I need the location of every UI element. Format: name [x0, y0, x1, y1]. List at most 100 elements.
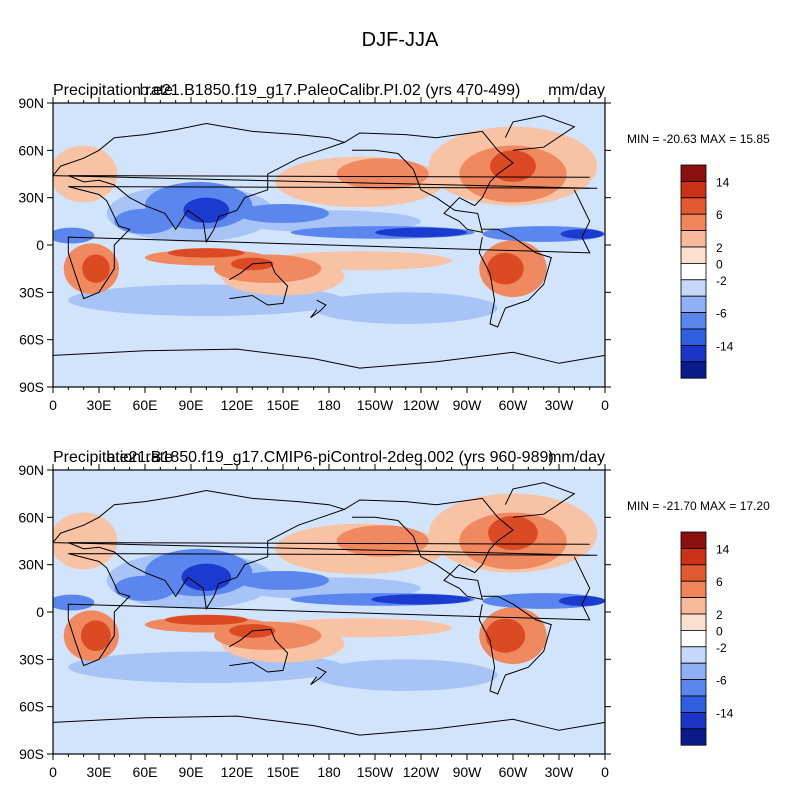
colorbar-tick-label: -2 [716, 274, 727, 288]
contour-region [164, 614, 248, 626]
colorbar-tick-label: -14 [716, 339, 734, 353]
panel-bottom: Precipitation rateb.e21.B1850.f19_g17.CM… [18, 449, 770, 780]
colorbar-box [680, 213, 707, 231]
colorbar-box [680, 564, 707, 582]
coastline [504, 115, 576, 151]
colorbar-tick-label: 0 [716, 257, 723, 271]
panel-min-max-stats: MIN = -20.63 MAX = 15.85 [627, 132, 770, 146]
lon-tick-label: 150W [357, 764, 394, 780]
lat-tick-label: 30S [19, 284, 44, 300]
colorbar-box [680, 613, 707, 631]
panel-min-max-stats: MIN = -21.70 MAX = 17.20 [627, 499, 770, 513]
colorbar-tick-label: -6 [716, 307, 727, 321]
contour-region [336, 525, 429, 557]
lat-tick-label: 90N [18, 95, 44, 111]
colorbar-box [680, 164, 707, 182]
contour-region [53, 227, 95, 244]
coastline [53, 348, 605, 369]
panel-center-title: b.e21.B1850.f19_g17.CMIP6-piControl-2deg… [106, 449, 553, 466]
lon-tick-label: 90W [453, 397, 483, 413]
colorbar-box [680, 695, 707, 713]
lon-tick-label: 120E [221, 397, 254, 413]
lat-tick-label: 90S [19, 746, 44, 762]
colorbar-box [680, 580, 707, 599]
contour-region [560, 229, 604, 239]
lat-tick-label: 60N [18, 142, 44, 158]
lat-tick-label: 60S [19, 699, 44, 715]
lon-tick-label: 60E [133, 764, 158, 780]
colorbar-box [680, 662, 707, 681]
colorbar-tick-label: 6 [716, 575, 723, 589]
colorbar-box [680, 197, 707, 215]
lat-tick-label: 30N [18, 190, 44, 206]
colorbar-box [680, 262, 707, 281]
lon-tick-label: 30E [87, 764, 112, 780]
colorbar-tick-label: -2 [716, 641, 727, 655]
coastline [67, 553, 598, 667]
colorbar-tick-label: 2 [716, 241, 723, 255]
colorbar-box [680, 246, 707, 264]
contour-region [237, 203, 329, 223]
figure-title: DJF-JJA [362, 29, 439, 51]
lon-tick-label: 180 [317, 397, 341, 413]
colorbar-box [680, 728, 707, 746]
contour-region [81, 620, 111, 652]
colorbar-tick-label: 2 [716, 608, 723, 622]
contour-region [313, 659, 498, 691]
contour-region [82, 254, 110, 283]
precip-difference-field [53, 470, 605, 754]
coastline [344, 130, 514, 234]
lat-tick-label: 30S [19, 651, 44, 667]
colorbar-box [680, 361, 707, 379]
coastline [229, 261, 289, 306]
contour-region [485, 618, 526, 653]
lon-tick-label: 60E [133, 397, 158, 413]
contour-region [114, 208, 176, 234]
contour-region [53, 594, 95, 611]
coastline [478, 228, 552, 328]
contour-region [181, 563, 232, 591]
lon-tick-label: 120W [403, 764, 440, 780]
coastline [478, 595, 552, 695]
panel-units: mm/day [548, 82, 605, 99]
contour-region [375, 227, 467, 238]
coastline [310, 666, 327, 686]
colorbar-tick-label: 0 [716, 624, 723, 638]
lon-tick-label: 120W [403, 397, 440, 413]
contour-region [488, 516, 538, 551]
coastline [229, 628, 289, 673]
contour-region [558, 595, 605, 607]
lon-tick-label: 0 [601, 764, 609, 780]
colorbar-tick-label: -14 [716, 706, 734, 720]
lon-tick-label: 0 [601, 397, 609, 413]
coastline [504, 482, 576, 518]
lon-tick-label: 30W [545, 764, 575, 780]
lon-tick-label: 90E [179, 764, 204, 780]
colorbar-box [680, 597, 707, 615]
lon-tick-label: 90W [453, 764, 483, 780]
colorbar-box [680, 548, 707, 566]
colorbar-tick-label: 14 [716, 175, 730, 189]
panel-units: mm/day [548, 449, 605, 466]
panel-left-title: Precipitation rate [53, 82, 173, 99]
colorbar-box [680, 630, 707, 648]
lon-tick-label: 30W [545, 397, 575, 413]
lon-tick-label: 30E [87, 397, 112, 413]
coastline [67, 186, 598, 300]
colorbar-box [680, 312, 707, 330]
panel-center-title: b.e21.B1850.f19_g17.PaleoCalibr.PI.02 (y… [140, 82, 521, 99]
contour-region [371, 594, 471, 605]
colorbar-box [680, 344, 707, 363]
coastline [310, 299, 327, 319]
lon-tick-label: 0 [49, 764, 57, 780]
contour-region [53, 145, 118, 203]
coastline [53, 122, 590, 244]
contour-region [168, 248, 245, 258]
panel-top: Precipitation rateb.e21.B1850.f19_g17.Pa… [18, 82, 770, 413]
panel-left-title: Precipitation rate [53, 449, 173, 466]
lat-tick-label: 90S [19, 379, 44, 395]
contour-region [53, 512, 118, 570]
lon-tick-label: 150W [357, 397, 394, 413]
lon-tick-label: 120E [221, 764, 254, 780]
